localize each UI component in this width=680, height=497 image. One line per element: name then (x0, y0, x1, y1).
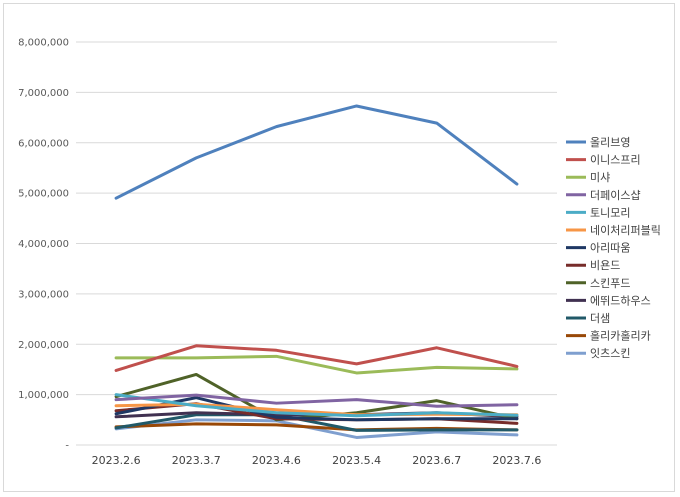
legend-label: 에뛰드하우스 (590, 293, 651, 307)
series-line-8 (114, 372, 519, 422)
y-tick-label: 8,000,000 (18, 38, 69, 49)
series-line-2 (114, 354, 519, 375)
series-line-0 (114, 104, 519, 200)
y-tick-label: 1,000,000 (18, 390, 69, 401)
legend-label: 홀리카홀리카 (590, 330, 651, 343)
y-tick-label: 4,000,000 (18, 239, 69, 250)
series-lines (114, 104, 519, 439)
series-line-12 (114, 418, 519, 439)
series-line-3 (114, 393, 519, 408)
series-line-10 (114, 413, 519, 432)
x-tick-label: 2023.3.7 (172, 454, 221, 467)
legend-label: 이니스프리 (590, 154, 641, 167)
x-tick-label: 2023.4.6 (252, 454, 301, 467)
y-tick-label: 3,000,000 (18, 289, 69, 300)
y-tick-label: - (65, 441, 69, 452)
legend-label: 더샘 (590, 312, 610, 325)
legend-label: 네이처리퍼블릭 (590, 224, 661, 237)
series-line-4 (114, 393, 519, 418)
x-tick-label: 2023.6.7 (412, 454, 461, 467)
y-tick-label: 5,000,000 (18, 189, 69, 200)
y-tick-label: 6,000,000 (18, 138, 69, 149)
legend-label: 아리따움 (590, 242, 630, 255)
x-tick-label: 2023.7.6 (492, 454, 541, 467)
x-axis-tick-labels: 2023.2.6 2023.3.7 2023.4.6 2023.5.4 2023.6.7… (92, 454, 542, 467)
y-axis-tick-labels: - 1,000,000 2,000,000 3,000,000 4,000,000 5,0… (18, 38, 69, 452)
legend-label: 더페이스샵 (590, 189, 641, 202)
x-tick-label: 2023.5.4 (332, 454, 381, 467)
legend-label: 미샤 (590, 171, 610, 184)
legend-label: 올리브영 (590, 136, 630, 149)
x-tick-label: 2023.2.6 (92, 454, 141, 467)
legend-label: 비욘드 (590, 259, 620, 272)
y-tick-label: 7,000,000 (18, 88, 69, 99)
series-line-6 (114, 396, 519, 422)
series-line-1 (114, 344, 519, 372)
gridlines (76, 41, 557, 446)
y-tick-label: 2,000,000 (18, 340, 69, 351)
legend-label: 토니모리 (590, 206, 630, 219)
legend-label: 잇츠스킨 (590, 347, 630, 360)
legend: 올리브영이니스프리미샤더페이스샵토니모리네이처리퍼블릭아리따움비욘드스킨푸드에뛰… (566, 136, 661, 360)
legend-label: 스킨푸드 (590, 277, 630, 290)
